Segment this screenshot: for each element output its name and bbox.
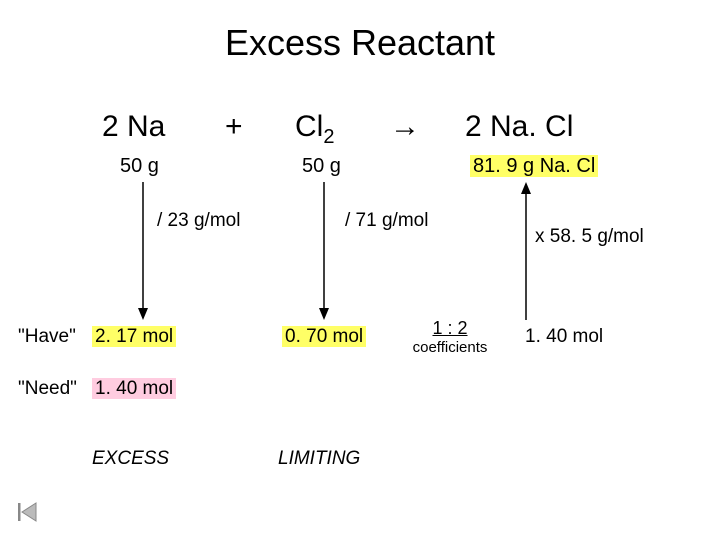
mass-nacl-text: 81. 9 g Na. Cl	[470, 155, 598, 177]
ratio-caption: coefficients	[400, 339, 500, 356]
arrow-cl2-down	[318, 182, 330, 320]
mass-nacl: 81. 9 g Na. Cl	[470, 155, 598, 178]
status-cl2: LIMITING	[278, 448, 360, 470]
divide-na: / 23 g/mol	[157, 210, 240, 232]
label-have: "Have"	[18, 326, 76, 348]
mass-na: 50 g	[120, 155, 159, 178]
status-na: EXCESS	[92, 448, 169, 470]
ratio-value: 1 : 2	[400, 318, 500, 339]
mol-cl2-text: 0. 70 mol	[282, 326, 366, 347]
page-title: Excess Reactant	[0, 22, 720, 64]
mol-cl2: 0. 70 mol	[282, 326, 366, 348]
mol-na-have-text: 2. 17 mol	[92, 326, 176, 347]
mol-na-have: 2. 17 mol	[92, 326, 176, 348]
label-need: "Need"	[18, 378, 77, 400]
eq-cl2-sub: 2	[323, 126, 334, 148]
divide-cl2: / 71 g/mol	[345, 210, 428, 232]
ratio-block: 1 : 2 coefficients	[400, 318, 500, 356]
arrow-nacl-up	[520, 182, 532, 320]
eq-arrow: →	[390, 110, 420, 144]
mol-nacl: 1. 40 mol	[525, 326, 603, 348]
nav-first-icon[interactable]	[18, 502, 40, 522]
eq-na: 2 Na	[102, 110, 165, 144]
eq-cl2: Cl2	[295, 110, 334, 149]
arrow-na-down	[137, 182, 149, 320]
mass-cl2: 50 g	[302, 155, 341, 178]
divide-nacl: x 58. 5 g/mol	[535, 226, 644, 248]
eq-plus: +	[225, 110, 243, 144]
eq-nacl: 2 Na. Cl	[465, 110, 573, 144]
mol-na-need: 1. 40 mol	[92, 378, 176, 400]
eq-cl2-base: Cl	[295, 110, 323, 143]
mol-na-need-text: 1. 40 mol	[92, 378, 176, 399]
